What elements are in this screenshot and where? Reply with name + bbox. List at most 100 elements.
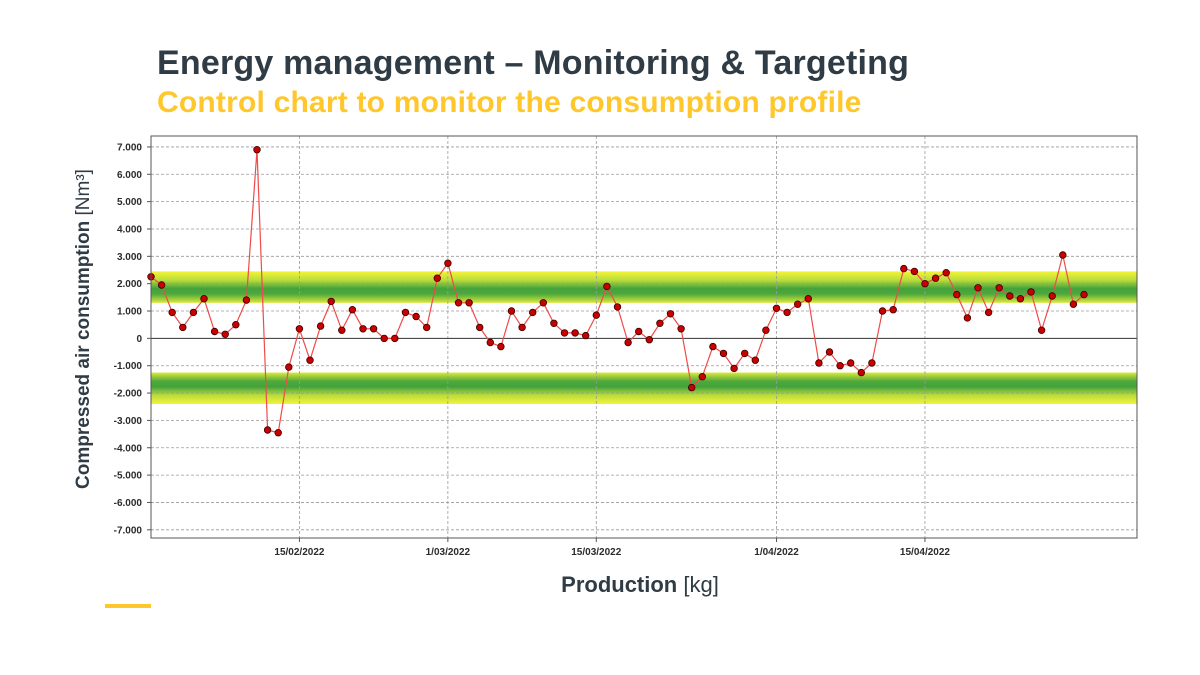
data-point [338, 326, 346, 334]
data-point [359, 325, 367, 333]
data-point [719, 349, 728, 358]
y-axis-label: Compressed air consumption [Nm³] [73, 169, 95, 489]
data-point [900, 264, 908, 273]
data-point [709, 342, 717, 351]
data-point [550, 319, 558, 327]
x-tick-label: 15/03/2022 [571, 547, 621, 558]
grid-lines [151, 136, 1137, 538]
data-point [232, 321, 240, 329]
data-point [200, 295, 208, 303]
data-point [327, 297, 335, 306]
data-point [380, 334, 388, 343]
x-tick-label: 15/04/2022 [900, 547, 950, 558]
data-point [518, 323, 526, 332]
data-point [582, 331, 590, 340]
x-axis-ticks: 15/02/2022 1/03/2022 15/03/2022 1/04/2022 15… [274, 538, 950, 558]
data-point [412, 312, 420, 321]
y-tick-label: -7.000 [114, 525, 143, 536]
data-point [592, 311, 600, 319]
data-point [486, 338, 494, 347]
plot-area [151, 136, 1137, 538]
data-point [263, 426, 272, 434]
y-axis-ticks: 7.000 6.000 5.000 4.000 3.000 2.000 1.000 0 -1.0… [114, 142, 151, 536]
plot-frame [150, 135, 1138, 539]
data-point [1037, 326, 1046, 334]
data-point [433, 274, 441, 282]
data-point [253, 145, 261, 154]
data-point [857, 368, 865, 377]
data-point [847, 359, 855, 367]
data-point [476, 323, 484, 332]
data-point [454, 299, 463, 307]
data-point [836, 362, 844, 370]
data-point [444, 259, 452, 267]
data-point [730, 364, 738, 373]
data-point [921, 280, 929, 288]
x-axis-name: Production [561, 572, 678, 597]
data-point [984, 308, 993, 317]
data-point [656, 319, 664, 327]
data-point [698, 373, 706, 381]
y-axis-name: Compressed air consumption [73, 220, 94, 489]
x-tick-label: 1/03/2022 [426, 547, 471, 558]
data-point [931, 274, 940, 282]
accent-bar [105, 604, 151, 608]
data-point [507, 307, 516, 315]
data-point [401, 308, 410, 317]
y-tick-label: -1.000 [114, 361, 143, 372]
y-tick-label: -6.000 [114, 498, 143, 509]
x-axis-label: Production [kg] [561, 572, 719, 598]
data-point [868, 359, 876, 367]
data-point [613, 303, 622, 311]
series-markers [147, 145, 1088, 437]
data-point [666, 310, 675, 318]
y-tick-label: 4.000 [117, 224, 142, 235]
data-point [953, 290, 961, 299]
data-point [688, 383, 696, 392]
data-point [497, 342, 505, 351]
data-point [529, 308, 537, 317]
data-point [783, 308, 791, 317]
y-tick-label: 1.000 [117, 307, 142, 318]
x-tick-label: 1/04/2022 [754, 547, 799, 558]
slide-title: Energy management – Monitoring & Targeti… [157, 44, 910, 82]
data-point [878, 307, 887, 315]
data-point [1016, 295, 1025, 303]
data-point [157, 281, 166, 289]
data-point [539, 299, 547, 307]
y-tick-label: -2.000 [114, 389, 143, 400]
data-point [571, 329, 579, 337]
data-point [189, 308, 198, 317]
x-axis-unit: [kg] [683, 572, 719, 597]
y-tick-label: 2.000 [117, 279, 142, 290]
data-point [274, 429, 282, 437]
data-point [295, 325, 304, 333]
data-point [772, 304, 781, 312]
y-tick-label: 0 [136, 334, 142, 345]
data-point [974, 284, 982, 292]
data-point [1027, 288, 1035, 296]
control-band [151, 372, 1137, 404]
data-point [762, 326, 770, 334]
data-point [804, 295, 812, 303]
control-band [151, 271, 1137, 303]
data-point [560, 329, 569, 337]
data-point [942, 269, 950, 277]
data-point [1069, 300, 1078, 308]
data-point [741, 349, 749, 358]
data-point [751, 356, 759, 364]
data-point [465, 299, 473, 307]
y-tick-label: -4.000 [114, 443, 143, 454]
data-point [677, 325, 685, 333]
y-tick-label: 6.000 [117, 170, 142, 181]
y-tick-label: 7.000 [117, 142, 142, 153]
data-point [316, 322, 325, 330]
data-point [963, 314, 972, 322]
data-point [423, 323, 431, 332]
data-point [603, 282, 611, 291]
data-point [815, 359, 823, 367]
data-point [306, 356, 314, 364]
data-point [391, 334, 399, 343]
data-point [624, 338, 632, 347]
